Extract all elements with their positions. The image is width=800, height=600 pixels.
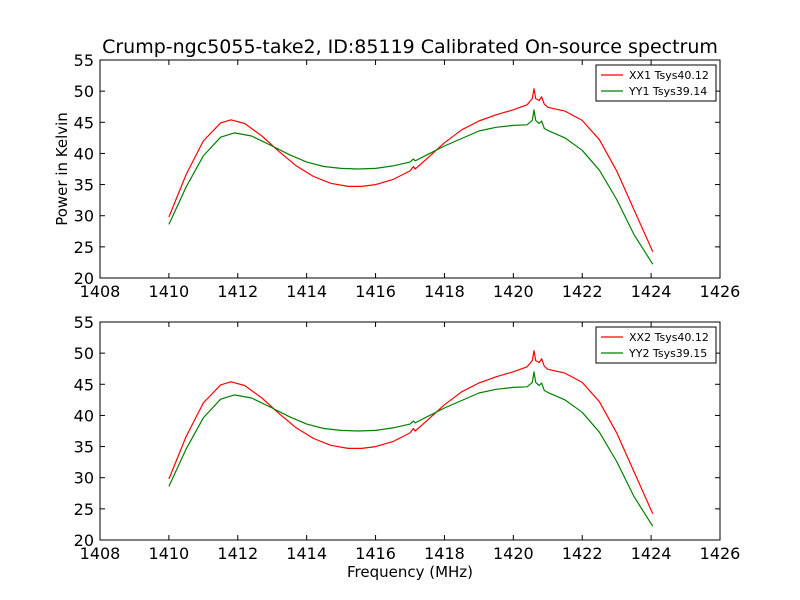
series-line-2-2	[168, 371, 654, 527]
y-tick-label: 25	[74, 238, 94, 257]
x-tick-label: 1420	[493, 282, 534, 301]
y-tick-label: 50	[74, 82, 94, 101]
bottom-spectrum-panel: 1408 1410 1412 1414 1416 1418 1420 1422 1424 1426…	[74, 313, 741, 563]
top-spectrum-panel: 1408 1410 1412 1414 1416 1418 1420 1422 1424 1426…	[74, 51, 741, 301]
legend-label: YY2 Tsys39.15	[628, 347, 707, 360]
x-tick-label: 1408	[80, 282, 121, 301]
y-tick-label: 20	[74, 531, 94, 550]
y-tick-label: 45	[74, 113, 94, 132]
y-tick-label: 45	[74, 375, 94, 394]
y-tick-label: 20	[74, 269, 94, 288]
legend-label: YY1 Tsys39.14	[628, 85, 707, 98]
y-axis-label: Power in Kelvin	[53, 112, 71, 226]
x-tick-label: 1414	[286, 544, 327, 563]
x-tick-label: 1424	[631, 282, 672, 301]
x-tick-label: 1418	[424, 282, 465, 301]
y-tick-label: 55	[74, 51, 94, 70]
y-tick-label: 30	[74, 207, 94, 226]
x-tick-label: 1410	[149, 282, 190, 301]
x-tick-label: 1426	[700, 282, 741, 301]
y-tick-label: 35	[74, 176, 94, 195]
x-tick-label: 1420	[493, 544, 534, 563]
axes-frame	[99, 321, 721, 541]
series-line-1-2	[168, 109, 654, 265]
x-tick-label: 1416	[355, 282, 396, 301]
y-tick-label: 30	[74, 469, 94, 488]
y-tick-label: 50	[74, 344, 94, 363]
y-tick-label: 35	[74, 438, 94, 457]
x-tick-label: 1408	[80, 544, 121, 563]
legend-box	[595, 326, 717, 364]
legend-label: XX2 Tsys40.12	[629, 331, 709, 344]
x-tick-label: 1414	[286, 282, 327, 301]
x-tick-label: 1426	[700, 544, 741, 563]
axes-frame	[99, 59, 721, 279]
x-tick-label: 1410	[149, 544, 190, 563]
x-tick-label: 1416	[355, 544, 396, 563]
x-tick-label: 1422	[562, 282, 603, 301]
x-tick-label: 1412	[217, 544, 258, 563]
y-tick-label: 40	[74, 406, 94, 425]
x-tick-label: 1412	[217, 282, 258, 301]
legend-label: XX1 Tsys40.12	[629, 69, 709, 82]
y-tick-label: 25	[74, 500, 94, 519]
chart-title: Crump-ngc5055-take2, ID:85119 Calibrated…	[102, 36, 718, 58]
x-tick-label: 1422	[562, 544, 603, 563]
y-tick-label: 55	[74, 313, 94, 332]
y-tick-label: 40	[74, 144, 94, 163]
x-tick-label: 1418	[424, 544, 465, 563]
legend-box	[595, 64, 717, 102]
x-axis-label: Frequency (MHz)	[347, 563, 473, 581]
x-tick-label: 1424	[631, 544, 672, 563]
